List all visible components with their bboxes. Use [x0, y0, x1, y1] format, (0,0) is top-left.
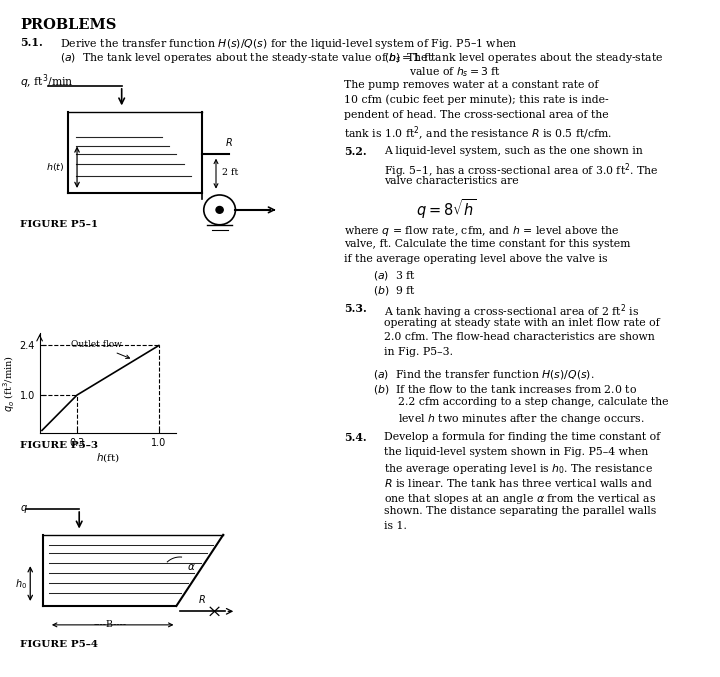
- Text: ----B----: ----B----: [93, 620, 127, 630]
- Text: 10 cfm (cubic feet per minute); this rate is inde-: 10 cfm (cubic feet per minute); this rat…: [344, 95, 609, 106]
- Text: valve, ft. Calculate the time constant for this system: valve, ft. Calculate the time constant f…: [344, 239, 631, 249]
- Text: if the average operating level above the valve is: if the average operating level above the…: [344, 254, 608, 264]
- Text: $(b)$  9 ft: $(b)$ 9 ft: [373, 284, 416, 297]
- Y-axis label: $q_o$ (ft$^3$/min): $q_o$ (ft$^3$/min): [1, 355, 17, 412]
- Text: PROBLEMS: PROBLEMS: [20, 18, 117, 32]
- Text: A liquid-level system, such as the one shown in: A liquid-level system, such as the one s…: [384, 146, 642, 156]
- Text: Derive the transfer function $H(s)/Q(s)$ for the liquid-level system of Fig. P5–: Derive the transfer function $H(s)/Q(s)$…: [60, 37, 517, 51]
- Text: $(a)$  Find the transfer function $H(s)/Q(s)$.: $(a)$ Find the transfer function $H(s)/Q…: [373, 368, 595, 380]
- Text: $q$, ft$^3$/min: $q$, ft$^3$/min: [20, 72, 74, 91]
- Text: pendent of head. The cross-sectional area of the: pendent of head. The cross-sectional are…: [344, 110, 609, 120]
- Text: tank is 1.0 ft$^2$, and the resistance $R$ is 0.5 ft/cfm.: tank is 1.0 ft$^2$, and the resistance $…: [344, 125, 612, 143]
- Text: in Fig. P5–3.: in Fig. P5–3.: [384, 347, 453, 357]
- Text: FIGURE P5–4: FIGURE P5–4: [20, 640, 98, 649]
- Text: 5.2.: 5.2.: [344, 146, 366, 157]
- Text: shown. The distance separating the parallel walls: shown. The distance separating the paral…: [384, 506, 656, 517]
- Text: 2.0 cfm. The flow-head characteristics are shown: 2.0 cfm. The flow-head characteristics a…: [384, 332, 654, 343]
- Text: $h_0$: $h_0$: [14, 577, 27, 592]
- Text: $q = 8\sqrt{h}$: $q = 8\sqrt{h}$: [416, 197, 477, 221]
- Circle shape: [216, 206, 223, 213]
- Text: 2 ft: 2 ft: [222, 168, 238, 177]
- Text: value of $h_s = 3$ ft: value of $h_s = 3$ ft: [409, 66, 501, 79]
- Text: 5.1.: 5.1.: [20, 37, 43, 48]
- Text: is 1.: is 1.: [384, 521, 407, 531]
- Text: $R$: $R$: [225, 136, 233, 148]
- Text: 5.4.: 5.4.: [344, 432, 366, 443]
- Text: The pump removes water at a constant rate of: The pump removes water at a constant rat…: [344, 80, 598, 90]
- Text: $q$: $q$: [20, 503, 28, 515]
- Text: 2.2 cfm according to a step change, calculate the: 2.2 cfm according to a step change, calc…: [398, 397, 669, 408]
- Text: level $h$ two minutes after the change occurs.: level $h$ two minutes after the change o…: [398, 412, 645, 427]
- Text: $(b)$  If the flow to the tank increases from 2.0 to: $(b)$ If the flow to the tank increases …: [373, 383, 637, 395]
- Text: operating at steady state with an inlet flow rate of: operating at steady state with an inlet …: [384, 318, 660, 328]
- Text: $R$ is linear. The tank has three vertical walls and: $R$ is linear. The tank has three vertic…: [384, 477, 653, 489]
- Text: where $q$ = flow rate, cfm, and $h$ = level above the: where $q$ = flow rate, cfm, and $h$ = le…: [344, 224, 620, 238]
- Text: $(a)$  3 ft: $(a)$ 3 ft: [373, 269, 415, 282]
- Text: $(b)$  The tank level operates about the steady-state: $(b)$ The tank level operates about the …: [384, 51, 663, 66]
- Text: $(a)$  The tank level operates about the steady-state value of $h_s = 1$ ft: $(a)$ The tank level operates about the …: [60, 51, 433, 66]
- Text: Fig. 5–1, has a cross-sectional area of 3.0 ft$^2$. The: Fig. 5–1, has a cross-sectional area of …: [384, 161, 659, 179]
- Text: Outlet flow: Outlet flow: [71, 341, 130, 359]
- Text: Develop a formula for finding the time constant of: Develop a formula for finding the time c…: [384, 432, 660, 442]
- Text: A tank having a cross-sectional area of 2 ft$^2$ is: A tank having a cross-sectional area of …: [384, 303, 639, 321]
- Text: FIGURE P5–1: FIGURE P5–1: [20, 220, 99, 229]
- Text: the liquid-level system shown in Fig. P5–4 when: the liquid-level system shown in Fig. P5…: [384, 447, 648, 457]
- Text: $\alpha$: $\alpha$: [187, 562, 196, 572]
- Text: 5.3.: 5.3.: [344, 303, 367, 313]
- Text: valve characteristics are: valve characteristics are: [384, 176, 518, 186]
- Text: FIGURE P5–3: FIGURE P5–3: [20, 441, 98, 450]
- Text: $h(t)$: $h(t)$: [47, 161, 65, 173]
- Text: the average operating level is $h_0$. The resistance: the average operating level is $h_0$. Th…: [384, 462, 652, 476]
- Text: one that slopes at an angle $\alpha$ from the vertical as: one that slopes at an angle $\alpha$ fro…: [384, 492, 656, 506]
- Text: $R$: $R$: [198, 592, 205, 605]
- X-axis label: $h$(ft): $h$(ft): [96, 451, 120, 464]
